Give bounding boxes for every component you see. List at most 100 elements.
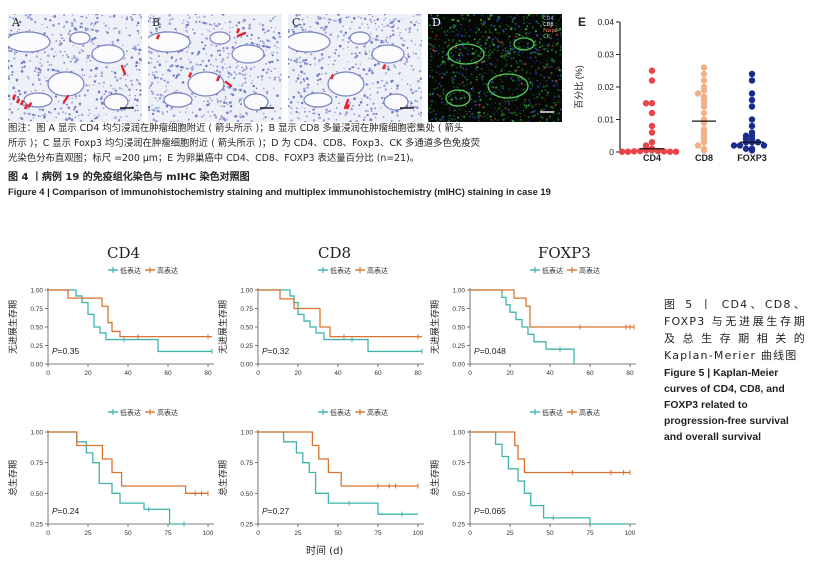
nucleus-dot: [65, 53, 68, 56]
fluorescent-cell: [523, 45, 525, 48]
nucleus-dot: [204, 44, 207, 47]
fluorescent-cell: [491, 32, 493, 34]
fluorescent-cell: [512, 72, 514, 74]
fluorescent-cell: [550, 48, 554, 51]
nucleus-dot: [55, 40, 58, 42]
nucleus-dot: [316, 22, 320, 25]
panel-label: B: [152, 16, 161, 29]
nucleus-dot: [420, 39, 422, 42]
fluorescent-cell: [526, 35, 528, 37]
fluorescent-cell: [523, 101, 525, 104]
fluorescent-cell: [504, 65, 507, 67]
y-axis-title: 总生存期: [7, 460, 18, 496]
fluorescent-cell: [443, 17, 445, 19]
fluorescent-cell: [441, 61, 444, 64]
nucleus-dot: [420, 96, 422, 100]
nucleus-dot: [35, 55, 38, 58]
nucleus-dot: [236, 36, 238, 39]
nucleus-dot: [86, 57, 88, 60]
fluorescent-cell: [460, 14, 463, 16]
fluorescent-cell: [516, 62, 519, 65]
fluorescent-cell: [493, 48, 496, 51]
nucleus-dot: [189, 16, 191, 19]
nucleus-dot: [158, 17, 161, 20]
nucleus-dot: [17, 25, 19, 27]
fluorescent-cell: [513, 47, 516, 50]
fluorescent-cell: [489, 53, 492, 56]
fluorescent-cell: [520, 60, 522, 62]
fluorescent-cell: [529, 87, 532, 91]
nucleus-dot: [354, 52, 357, 55]
nucleus-dot: [211, 14, 214, 16]
nucleus-dot: [398, 34, 401, 37]
nucleus-dot: [350, 21, 353, 24]
fluorescent-cell: [492, 43, 496, 47]
nucleus-dot: [51, 68, 55, 72]
nucleus-dot: [198, 21, 201, 23]
nucleus-dot: [94, 74, 98, 78]
nucleus-dot: [241, 115, 245, 118]
nucleus-dot: [288, 62, 290, 65]
nucleus-dot: [244, 81, 247, 84]
fluorescent-cell: [475, 76, 478, 78]
fluorescent-cell: [428, 43, 431, 45]
nucleus-dot: [117, 110, 119, 113]
fluorescent-cell: [449, 27, 452, 29]
data-point: [660, 148, 668, 155]
nucleus-dot: [74, 20, 76, 22]
nucleus-dot: [194, 114, 198, 118]
fluorescent-cell: [459, 65, 462, 68]
nucleus-dot: [414, 43, 416, 46]
nucleus-dot: [126, 63, 129, 66]
fluorescent-cell: [521, 119, 524, 122]
fluorescent-cell: [531, 82, 534, 85]
nucleus-dot: [288, 75, 290, 78]
nucleus-dot: [268, 40, 271, 43]
fluorescent-cell: [503, 56, 506, 59]
x-tick-label: 25: [506, 530, 514, 537]
nucleus-dot: [289, 58, 293, 62]
nucleus-dot: [38, 78, 41, 82]
nucleus-dot: [133, 45, 137, 49]
positive-cell-marker: [187, 72, 193, 78]
nucleus-dot: [197, 50, 201, 54]
x-tick-label: 75: [374, 530, 382, 537]
fluorescent-cell: [550, 71, 553, 75]
nucleus-dot: [376, 91, 379, 94]
fluorescent-cell: [540, 116, 543, 119]
fluorescent-cell: [554, 105, 556, 107]
nucleus-dot: [305, 62, 308, 65]
nucleus-dot: [138, 69, 141, 71]
fluorescent-cell: [507, 99, 509, 101]
nucleus-dot: [238, 84, 240, 86]
nucleus-dot: [65, 20, 69, 24]
fluorescent-cell: [523, 88, 526, 90]
nucleus-dot: [59, 50, 62, 53]
nucleus-dot: [327, 21, 330, 24]
fluorescent-cell: [481, 24, 484, 27]
nucleus-dot: [338, 20, 342, 23]
nucleus-dot: [325, 108, 328, 112]
nucleus-dot: [8, 98, 11, 100]
fluorescent-cell: [544, 24, 546, 27]
fluorescent-cell: [498, 89, 500, 91]
y-tick-label: 0.50: [452, 325, 465, 332]
nucleus-dot: [27, 108, 29, 110]
legend-low-label: 低表达: [330, 266, 351, 275]
data-point: [700, 147, 708, 154]
nucleus-dot: [90, 119, 94, 122]
nucleus-dot: [130, 16, 132, 18]
x-tick-label: 25: [294, 530, 302, 537]
fluorescent-cell: [537, 85, 540, 88]
nucleus-dot: [63, 26, 65, 29]
fluorescent-cell: [429, 63, 431, 65]
fluorescent-cell: [507, 108, 510, 111]
positive-cell-marker: [19, 100, 25, 106]
data-point: [748, 147, 756, 154]
fluorescent-cell: [514, 98, 517, 102]
x-tick-label: 0: [256, 370, 260, 377]
nucleus-dot: [409, 105, 413, 108]
nucleus-dot: [37, 115, 40, 117]
nucleus-dot: [227, 72, 231, 75]
